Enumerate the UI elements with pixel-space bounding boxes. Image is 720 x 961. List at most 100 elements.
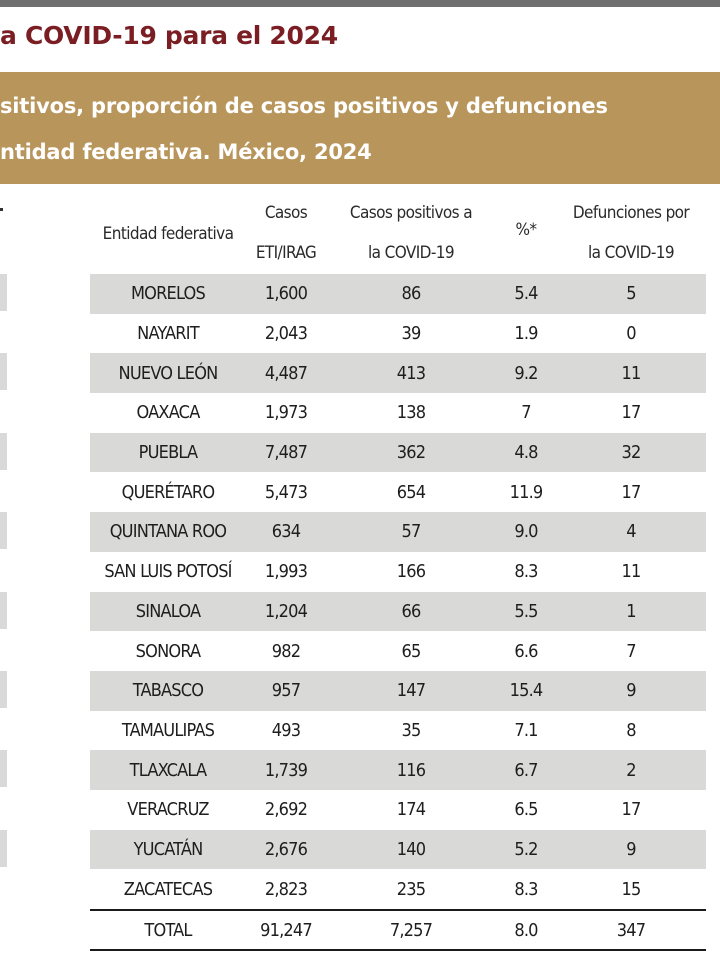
cell-pct: 11.9 [509,481,544,503]
cell-entidad: QUINTANA ROO [109,521,227,543]
table-row: SAN LUIS POTOSÍ 1,993 166 8.3 11 [90,552,706,592]
cell-defunciones: 7 [626,640,636,662]
cell-defunciones: 17 [621,799,641,821]
table-total-row: TOTAL 91,247 7,257 8.0 347 [90,909,706,951]
table-row: TAMAULIPAS 493 35 7.1 8 [90,711,706,751]
cell-casos: 1,739 [264,759,308,781]
cell-pct: 7.1 [514,719,538,741]
header-entidad: Entidad federativa [102,224,234,244]
total-label: TOTAL [144,919,192,941]
table-row: QUINTANA ROO 634 57 9.0 4 [90,512,706,552]
cell-entidad: ZACATECAS [123,878,213,900]
cell-casos: 982 [271,640,301,662]
cell-defunciones: 4 [626,521,636,543]
page-title: a COVID-19 para el 2024 [0,21,338,50]
cropped-row-stub [0,671,7,708]
cropped-row-stub [0,432,7,470]
table-caption-banner: sitivos, proporción de casos positivos y… [0,72,720,184]
cell-pct: 6.6 [514,640,538,662]
cell-positivos: 362 [396,442,426,464]
cell-casos: 1,973 [264,402,308,424]
table-row: VERACRUZ 2,692 174 6.5 17 [90,790,706,830]
cell-entidad: SONORA [135,640,201,662]
cell-casos: 1,204 [264,600,308,622]
cell-pct: 8.3 [514,561,538,583]
cell-positivos: 235 [396,878,426,900]
table-body: MORELOS 1,600 86 5.4 5 NAYARIT 2,043 39 1.9 0 NUEV… [90,274,706,909]
cell-defunciones: 17 [621,402,641,424]
cell-entidad: MORELOS [130,283,206,305]
total-pct: 8.0 [514,919,538,941]
cell-entidad: OAXACA [136,402,201,424]
table-row: PUEBLA 7,487 362 4.8 32 [90,432,706,473]
cell-positivos: 66 [401,600,421,622]
cropped-row-stub [0,829,7,867]
cell-defunciones: 11 [621,561,641,583]
table-row: QUERÉTARO 5,473 654 11.9 17 [90,472,706,512]
cell-pct: 6.7 [514,759,538,781]
cell-pct: 15.4 [509,680,544,702]
cell-defunciones: 8 [626,719,636,741]
cell-casos: 2,043 [264,323,308,345]
table-row: ZACATECAS 2,823 235 8.3 15 [90,869,706,909]
header-defunciones-line2: la COVID-19 [587,243,675,263]
cropped-row-stub [0,750,7,788]
table-header: Entidad federativa Casos ETI/IRAG Casos … [90,194,706,274]
cell-casos: 1,993 [264,561,308,583]
table-row: SINALOA 1,204 66 5.5 1 [90,591,706,632]
cell-casos: 2,823 [264,878,308,900]
cell-pct: 8.3 [514,878,538,900]
cropped-row-stub [0,512,7,550]
cell-positivos: 65 [401,640,421,662]
cell-defunciones: 5 [626,283,636,305]
total-casos: 91,247 [260,919,313,941]
cell-casos: 7,487 [264,442,308,464]
cell-positivos: 39 [401,323,421,345]
cropped-table-edge-mark [0,208,3,211]
total-positivos: 7,257 [389,919,433,941]
header-defunciones-line1: Defunciones por [572,203,690,223]
cell-positivos: 86 [401,283,421,305]
cell-entidad: YUCATÁN [133,838,204,860]
cell-pct: 6.5 [514,799,538,821]
table-row: NUEVO LEÓN 4,487 413 9.2 11 [90,353,706,394]
cell-defunciones: 2 [626,759,636,781]
table-row: MORELOS 1,600 86 5.4 5 [90,274,706,314]
cell-entidad: VERACRUZ [127,799,209,821]
header-pct: %* [515,220,538,240]
cell-entidad: TAMAULIPAS [121,719,215,741]
cell-pct: 5.2 [514,838,538,860]
cell-entidad: PUEBLA [138,442,198,464]
cell-casos: 2,692 [264,799,308,821]
cell-casos: 634 [271,521,301,543]
cell-entidad: NAYARIT [137,323,199,345]
table-row: OAXACA 1,973 138 7 17 [90,393,706,433]
cell-positivos: 166 [396,561,426,583]
header-casos-line2: ETI/IRAG [255,243,317,263]
cell-pct: 5.4 [514,283,538,305]
cell-defunciones: 9 [626,680,636,702]
cell-positivos: 35 [401,719,421,741]
header-positivos-line2: la COVID-19 [367,243,455,263]
cell-entidad: TLAXCALA [129,759,207,781]
cell-positivos: 147 [396,680,426,702]
cell-pct: 5.5 [514,600,538,622]
cell-defunciones: 17 [621,481,641,503]
cell-defunciones: 0 [626,323,636,345]
table-row: NAYARIT 2,043 39 1.9 0 [90,314,706,354]
cell-pct: 9.0 [514,521,538,543]
cell-defunciones: 32 [621,442,641,464]
cell-casos: 957 [271,680,301,702]
table-row: SONORA 982 65 6.6 7 [90,631,706,671]
cell-positivos: 654 [396,481,426,503]
top-bar [0,0,720,7]
total-defunciones: 347 [616,919,646,941]
cell-positivos: 57 [401,521,421,543]
header-casos-line1: Casos [264,203,308,223]
covid-table: Entidad federativa Casos ETI/IRAG Casos … [90,194,706,951]
cell-entidad: QUERÉTARO [121,481,215,503]
cell-casos: 2,676 [264,838,308,860]
cell-positivos: 413 [396,362,426,384]
cell-casos: 493 [271,719,301,741]
cropped-row-stub [0,353,7,391]
